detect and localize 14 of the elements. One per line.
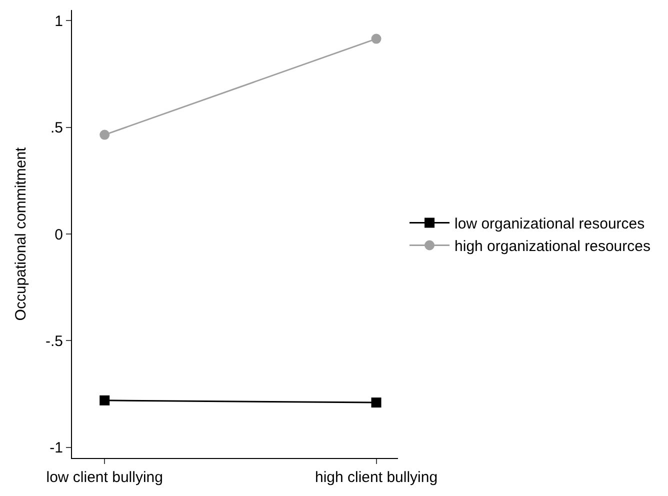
y-tick-label: 0 xyxy=(54,226,63,244)
y-tick-label: -.5 xyxy=(45,332,63,350)
y-tick-label: .5 xyxy=(50,120,63,137)
x-tick-label: high client bullying xyxy=(314,469,438,486)
legend-label: low organizational resources xyxy=(454,216,645,233)
legend-label: high organizational resources xyxy=(454,238,650,256)
point xyxy=(371,34,382,44)
point xyxy=(371,398,382,408)
point xyxy=(100,130,110,140)
y-tick-label: 1 xyxy=(54,12,63,30)
x-tick-label: low client bullying xyxy=(46,469,163,486)
y-tick-label: -1 xyxy=(50,440,63,457)
point xyxy=(100,395,110,406)
y-axis-title: Occupational commitment xyxy=(12,146,30,321)
